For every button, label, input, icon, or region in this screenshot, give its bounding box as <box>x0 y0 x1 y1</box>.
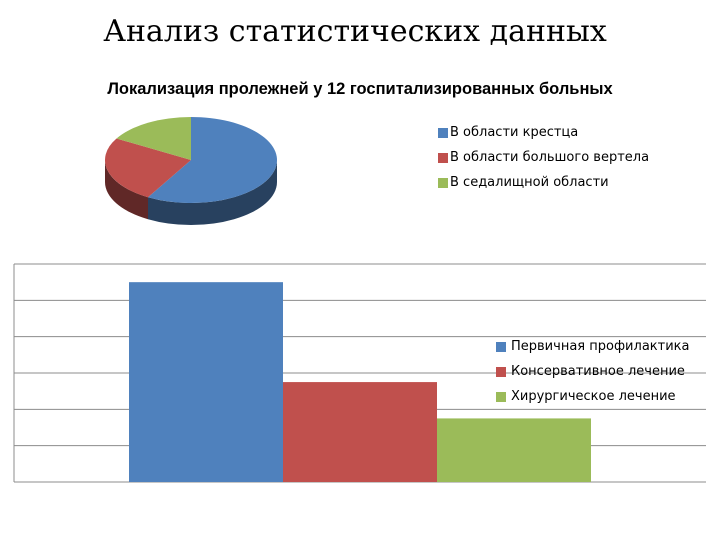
pie-legend-item-trochanter: В области большого вертела <box>438 145 649 170</box>
bar-legend-item-primary: Первичная профилактика <box>496 334 689 359</box>
bar-legend-swatch-green <box>496 391 506 402</box>
bar-surgical <box>437 418 591 482</box>
pie-legend-label-trochanter: В области большого вертела <box>450 150 650 165</box>
bar-legend-label-surgical: Хирургическое лечение <box>511 389 676 404</box>
bar-conservative <box>283 382 437 482</box>
pie-side-sacrum <box>148 160 278 226</box>
bar-legend-label-primary: Первичная профилактика <box>511 339 690 354</box>
pie-slice-trochanter <box>105 138 191 198</box>
pie-legend-label-ischial: В седалищной области <box>450 175 609 190</box>
pie-legend-item-ischial: В седалищной области <box>438 170 649 195</box>
pie-legend: В области крестца В области большого вер… <box>438 120 649 195</box>
pie-chart-title: Локализация пролежней у 12 госпитализиро… <box>107 80 613 98</box>
pie-legend-label-sacrum: В области крестца <box>450 125 579 140</box>
pie-slice-ischial <box>116 117 191 160</box>
pie-legend-item-sacrum: В области крестца <box>438 120 649 145</box>
bar-legend-item-conservative: Консервативное лечение <box>496 359 689 384</box>
pie-legend-swatch-blue <box>438 127 448 138</box>
slide-title: Анализ статистических данных <box>103 14 607 49</box>
bar-legend-swatch-red <box>496 366 506 377</box>
pie-legend-swatch-red <box>438 152 448 163</box>
bar-legend: Первичная профилактика Консервативное ле… <box>496 334 689 409</box>
bar-legend-label-conservative: Консервативное лечение <box>511 364 685 379</box>
pie-slice-sacrum <box>148 117 278 204</box>
bar-primary <box>129 282 283 482</box>
pie-side-trochanter <box>104 160 148 220</box>
bar-legend-swatch-blue <box>496 341 506 352</box>
pie-legend-swatch-green <box>438 177 448 188</box>
bar-legend-item-surgical: Хирургическое лечение <box>496 384 689 409</box>
